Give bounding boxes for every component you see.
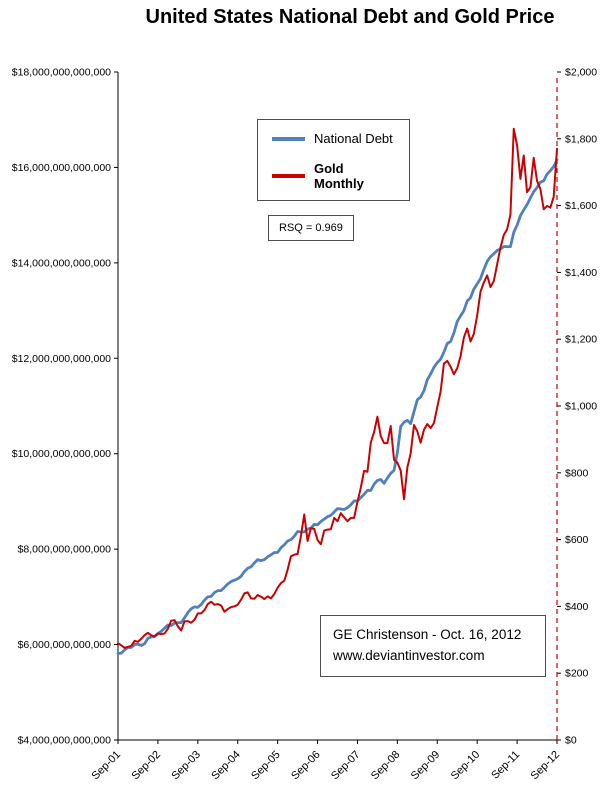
x-axis-tick-label: Sep-08 [369, 749, 403, 783]
left-axis-tick-label: $12,000,000,000,000 [12, 353, 111, 365]
legend-entry-gold-monthly: Gold Monthly [272, 161, 397, 191]
gold-monthly-line-swatch [272, 174, 305, 178]
left-axis-tick-label: $8,000,000,000,000 [18, 544, 112, 556]
legend-entry-national-debt: National Debt [272, 131, 397, 146]
left-axis-tick-label: $16,000,000,000,000 [12, 162, 111, 174]
left-axis-tick-label: $18,000,000,000,000 [12, 67, 111, 79]
x-axis-tick-label: Sep-12 [529, 749, 563, 783]
right-axis-tick-label: $1,600 [565, 200, 597, 212]
left-axis-tick-label: $10,000,000,000,000 [12, 448, 111, 460]
rsq-annotation: RSQ = 0.969 [268, 215, 354, 241]
right-axis-tick-label: $1,400 [565, 267, 597, 279]
right-axis-tick-label: $200 [565, 668, 589, 680]
x-axis-tick-label: Sep-06 [289, 749, 323, 783]
left-axis-tick-label: $4,000,000,000,000 [18, 735, 112, 747]
right-axis-tick-label: $600 [565, 534, 589, 546]
right-axis-tick-label: $2,000 [565, 67, 597, 79]
x-axis-tick-label: Sep-07 [329, 749, 363, 783]
legend-label-national-debt: National Debt [314, 131, 393, 146]
right-axis-tick-label: $1,000 [565, 401, 597, 413]
x-axis-tick-label: Sep-01 [90, 749, 124, 783]
right-axis-tick-label: $0 [565, 735, 577, 747]
x-axis-tick-label: Sep-11 [489, 749, 522, 782]
right-axis-tick-label: $1,200 [565, 334, 597, 346]
x-axis-tick-label: Sep-03 [169, 749, 203, 783]
page-title: United States National Debt and Gold Pri… [145, 6, 555, 28]
national-debt-line [116, 158, 559, 656]
x-axis-tick-label: Sep-05 [249, 749, 283, 783]
left-axis-tick-label: $14,000,000,000,000 [12, 257, 111, 269]
source-annotation-author: GE Christenson - Oct. 16, 2012 [333, 627, 522, 642]
right-axis-tick-label: $800 [565, 467, 589, 479]
right-axis-tick-label: $400 [565, 601, 589, 613]
national-debt-line-swatch [272, 136, 305, 141]
x-axis-tick-label: Sep-04 [209, 749, 243, 783]
x-axis-tick-label: Sep-10 [449, 749, 483, 783]
source-annotation-url: www.deviantinvestor.com [333, 647, 485, 663]
legend-label-gold-monthly: Gold Monthly [314, 161, 364, 191]
right-axis-tick-label: $1,800 [565, 133, 597, 145]
chart-legend: National Debt Gold Monthly [257, 119, 410, 201]
gold-monthly-line [117, 127, 558, 649]
x-axis-tick-label: Sep-02 [129, 749, 163, 783]
left-axis-tick-label: $6,000,000,000,000 [18, 639, 112, 651]
x-axis-tick-label: Sep-09 [409, 749, 443, 783]
source-annotation: GE Christenson - Oct. 16, 2012 www.devia… [320, 615, 546, 677]
